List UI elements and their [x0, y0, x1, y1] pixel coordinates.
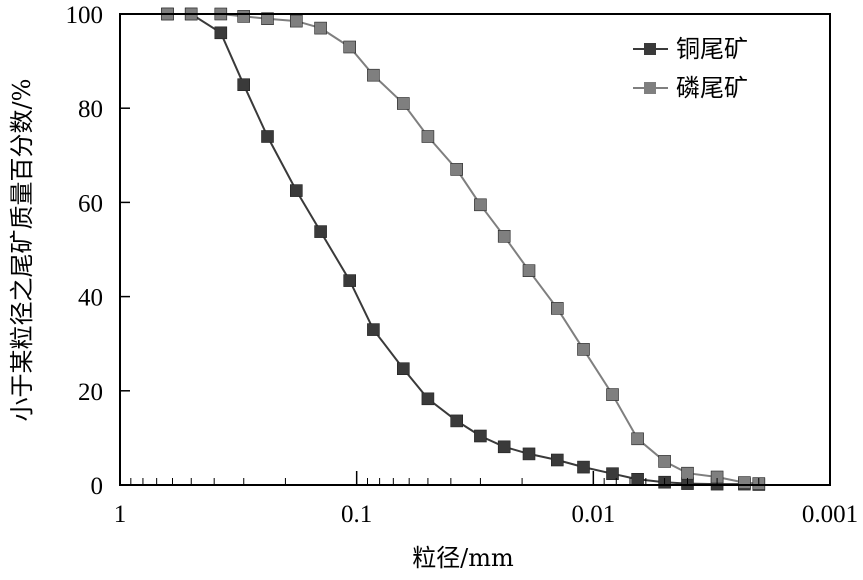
data-point [421, 392, 435, 406]
data-point [261, 130, 274, 143]
data-point [631, 432, 644, 446]
y-tick-label: 40 [78, 285, 103, 312]
data-point [450, 414, 464, 428]
x-tick-label: 0.1 [341, 501, 372, 528]
data-point [606, 467, 619, 481]
x-tick-label: 0.01 [571, 501, 615, 528]
y-tick-label: 60 [78, 190, 103, 217]
data-point [367, 323, 380, 336]
data-point [289, 14, 303, 28]
data-point [497, 230, 511, 243]
data-point [396, 97, 410, 110]
data-point [577, 460, 590, 474]
legend-item-phosphorus: 磷尾矿 [633, 74, 748, 102]
series-line [167, 13, 759, 486]
data-point [289, 184, 303, 197]
data-point [450, 163, 464, 176]
data-point [343, 40, 357, 54]
data-point [606, 388, 619, 401]
legend-marker-copper [644, 43, 656, 55]
data-point [237, 78, 250, 91]
ticks-layer [119, 13, 831, 486]
legend-item-copper: 铜尾矿 [633, 35, 748, 63]
plot-frame [119, 13, 831, 486]
data-point [314, 21, 327, 35]
y-tick-label: 80 [78, 96, 103, 123]
data-point [214, 26, 228, 40]
series-copper [161, 7, 766, 491]
data-point [396, 362, 410, 376]
data-point [681, 466, 694, 480]
data-point [343, 274, 357, 287]
y-axis-title: 小于某粒径之尾矿质量百分数/% [8, 79, 36, 422]
data-point [314, 225, 327, 238]
y-tick-label: 100 [66, 2, 104, 29]
data-point [577, 343, 590, 356]
data-point [421, 130, 435, 143]
data-point [658, 455, 671, 468]
x-axis-title: 粒径/mm [412, 544, 514, 572]
data-point [631, 472, 644, 486]
legend-label-copper: 铜尾矿 [676, 35, 748, 63]
labels-layer: 1 0.1 0.01 0.001 0 20 40 60 80 100 [66, 2, 859, 528]
y-tick-label: 20 [78, 379, 103, 406]
data-point [522, 264, 536, 278]
legend-marker-phosphorus [644, 82, 656, 94]
data-point [474, 198, 487, 212]
data-point [522, 447, 536, 461]
data-point [474, 429, 487, 443]
data-point [738, 476, 751, 489]
data-point [261, 12, 274, 25]
y-tick-label: 0 [91, 473, 104, 500]
legend: 铜尾矿 磷尾矿 [633, 35, 748, 102]
series-layer [161, 7, 766, 491]
data-point [497, 440, 511, 454]
series-phosphorus [161, 7, 766, 490]
data-point [550, 453, 564, 467]
data-point [550, 302, 564, 315]
x-tick-label: 1 [114, 501, 127, 528]
legend-label-phosphorus: 磷尾矿 [676, 74, 748, 102]
data-point [237, 10, 250, 23]
x-tick-label: 0.001 [802, 501, 858, 528]
data-point [367, 68, 380, 82]
series-line [167, 13, 759, 485]
